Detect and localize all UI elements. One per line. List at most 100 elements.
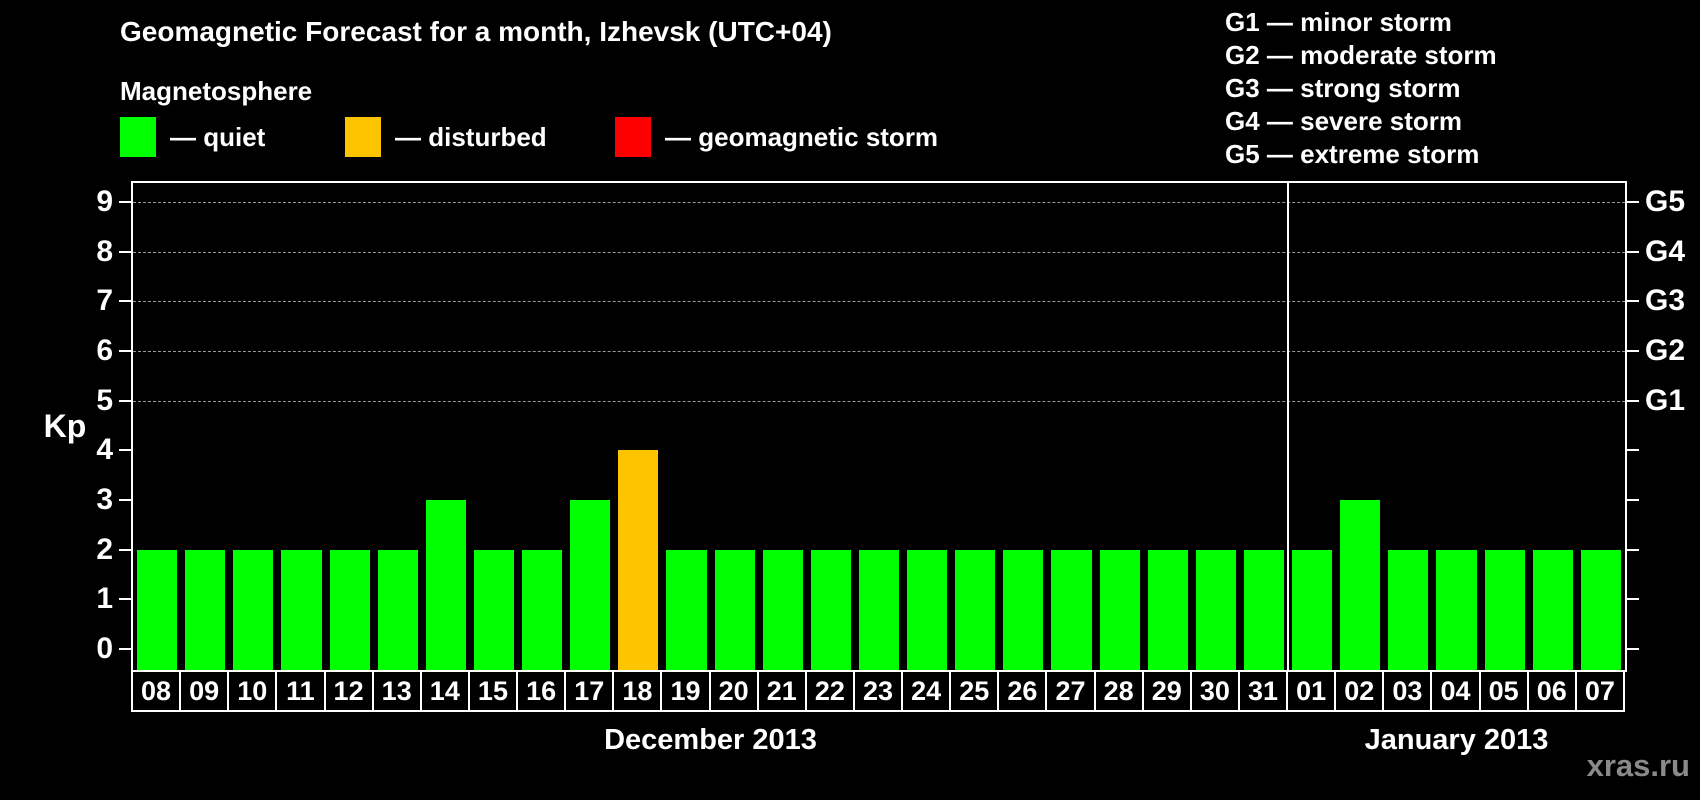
gridline-kp6 (133, 351, 1625, 352)
g-legend-line-g2: G2 — moderate storm (1225, 40, 1497, 70)
legend-label-disturbed: — disturbed (395, 121, 547, 152)
storm-color-swatch (615, 117, 651, 157)
y-axis-tick-right-6 (1627, 350, 1639, 352)
kp-bar-day-20 (714, 549, 755, 670)
gridline-kp8 (133, 251, 1625, 253)
g-legend-line-g5: G5 — extreme storm (1225, 139, 1480, 169)
y-axis-label-8: 8 (96, 234, 113, 268)
kp-axis-label: Kp (43, 408, 87, 444)
watermark-xras: xras.ru (1586, 748, 1690, 783)
kp-bar-day-14 (425, 500, 466, 670)
day-cell-24: 24 (901, 670, 952, 712)
legend-item-storm: — geomagnetic storm (615, 116, 938, 158)
y-axis-label-7: 7 (96, 284, 113, 318)
y-axis-tick-right-9 (1627, 201, 1639, 203)
y-axis-tick-right-3 (1627, 499, 1639, 501)
y-axis-label-3: 3 (96, 483, 113, 516)
day-cell-08: 08 (131, 670, 182, 712)
day-cell-21: 21 (756, 670, 807, 712)
y-axis-label-0: 0 (96, 632, 113, 665)
day-cell-28: 28 (1093, 670, 1144, 712)
y-axis-tick-right-0 (1627, 648, 1639, 650)
kp-bar-day-12 (329, 549, 370, 670)
legend-item-quiet: — quiet (120, 116, 265, 158)
g-axis-label-g2: G2 (1645, 334, 1686, 367)
kp-bar-day-24 (907, 549, 948, 670)
g-legend-line-g3: G3 — strong storm (1225, 73, 1461, 103)
month-label-january: January 2013 (1364, 724, 1549, 756)
y-axis-tick-left-9 (119, 201, 131, 203)
kp-bar-day-04 (1436, 549, 1477, 670)
y-axis-tick-left-6 (119, 350, 131, 352)
y-axis-tick-left-7 (119, 300, 131, 303)
day-cell-25: 25 (949, 670, 1000, 712)
day-cell-26: 26 (997, 670, 1048, 712)
day-cell-20: 20 (708, 670, 759, 712)
gridline-kp9 (133, 202, 1625, 203)
day-cell-06: 06 (1526, 670, 1577, 712)
g-scale-legend: G1 — minor storm G2 — moderate storm G3 … (1225, 6, 1497, 171)
kp-bar-day-15 (473, 549, 515, 670)
day-cell-09: 09 (179, 670, 230, 712)
kp-bar-day-29 (1147, 549, 1188, 670)
gridline-kp7 (133, 301, 1625, 303)
y-axis-label-6: 6 (96, 334, 113, 367)
g-axis-label-g3: G3 (1645, 284, 1686, 318)
kp-bar-day-03 (1388, 549, 1429, 670)
day-cell-14: 14 (419, 670, 470, 712)
magnetosphere-legend-heading: Magnetosphere (120, 76, 313, 106)
y-axis-tick-left-0 (119, 648, 131, 650)
day-cell-30: 30 (1189, 670, 1240, 712)
legend-label-quiet: — quiet (170, 121, 266, 152)
y-axis-tick-left-2 (119, 548, 131, 551)
y-axis-tick-left-1 (119, 598, 131, 601)
day-cell-07: 07 (1574, 670, 1625, 712)
day-cell-05: 05 (1478, 670, 1529, 712)
kp-bar-day-28 (1099, 549, 1140, 670)
day-cell-03: 03 (1382, 670, 1433, 712)
y-axis-label-2: 2 (96, 532, 113, 566)
kp-bar-day-18 (618, 450, 659, 670)
kp-bar-day-05 (1484, 549, 1525, 670)
day-cell-19: 19 (660, 670, 711, 712)
kp-bar-day-25 (955, 549, 996, 670)
day-cell-01: 01 (1286, 670, 1337, 712)
y-axis-tick-left-4 (119, 449, 131, 452)
day-cell-04: 04 (1430, 670, 1481, 712)
chart-title: Geomagnetic Forecast for a month, Izhevs… (120, 16, 832, 47)
kp-bar-day-16 (522, 549, 563, 670)
y-axis-tick-right-8 (1627, 250, 1639, 253)
day-cell-13: 13 (371, 670, 422, 712)
kp-bar-day-22 (810, 549, 851, 670)
g-axis-label-g4: G4 (1645, 234, 1686, 268)
day-cell-18: 18 (612, 670, 663, 712)
day-cell-11: 11 (275, 670, 326, 712)
kp-bar-day-07 (1580, 549, 1621, 670)
g-legend-line-g4: G4 — severe storm (1225, 106, 1463, 136)
kp-bar-day-23 (858, 549, 900, 670)
g-axis-label-g1: G1 (1645, 383, 1686, 417)
kp-bar-day-19 (666, 549, 707, 670)
kp-bar-day-09 (185, 549, 226, 670)
day-cell-31: 31 (1237, 670, 1289, 712)
y-axis-tick-right-5 (1627, 399, 1639, 402)
kp-bar-day-31 (1243, 549, 1285, 670)
kp-bar-day-13 (377, 549, 418, 670)
y-axis-tick-left-5 (119, 399, 131, 402)
day-cell-17: 17 (564, 670, 615, 712)
kp-bar-day-02 (1340, 500, 1381, 670)
g-legend-line-g1: G1 — minor storm (1225, 7, 1452, 37)
month-separator (1287, 183, 1290, 670)
y-axis-tick-right-1 (1627, 598, 1639, 601)
g-axis-label-g5: G5 (1645, 185, 1686, 218)
y-axis-tick-right-7 (1627, 300, 1639, 303)
y-axis-tick-left-8 (119, 250, 131, 253)
kp-bar-day-27 (1051, 549, 1092, 670)
day-cell-29: 29 (1141, 670, 1192, 712)
quiet-color-swatch (120, 117, 156, 157)
y-axis-label-4: 4 (96, 433, 113, 467)
gridline-kp5 (133, 400, 1625, 402)
disturbed-color-swatch (345, 117, 381, 157)
y-axis-label-1: 1 (96, 582, 113, 616)
day-cell-16: 16 (516, 670, 567, 712)
